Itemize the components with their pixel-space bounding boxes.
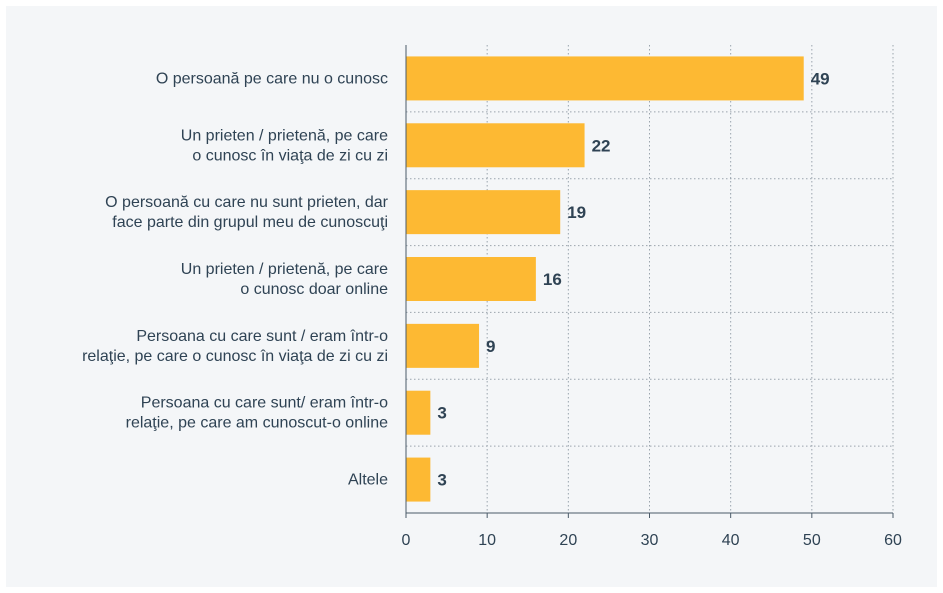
bar-value-label: 19 bbox=[567, 203, 586, 222]
bar bbox=[406, 123, 585, 168]
category-label-line: Un prieten / prietenă, pe care bbox=[181, 127, 388, 144]
category-label-line: O persoană pe care nu o cunosc bbox=[156, 70, 388, 87]
category-label-line: Altele bbox=[348, 472, 388, 489]
bar-value-label: 49 bbox=[811, 69, 830, 88]
category-label: Un prieten / prietenă, pe care o cunosc d… bbox=[181, 261, 388, 298]
x-tick-label: 0 bbox=[402, 532, 411, 549]
bar-value-label: 9 bbox=[486, 337, 495, 356]
x-tick-label: 10 bbox=[478, 532, 496, 549]
bar bbox=[406, 390, 431, 435]
x-tick-label: 40 bbox=[722, 532, 740, 549]
x-tick-label: 20 bbox=[559, 532, 577, 549]
bar bbox=[406, 257, 536, 301]
x-tick-label: 30 bbox=[641, 532, 659, 549]
bar-value-label: 16 bbox=[543, 270, 562, 289]
category-label-line: o cunosc în viaţa de zi cu zi bbox=[192, 147, 388, 164]
category-label: O persoană pe care nu o cunosc bbox=[156, 70, 388, 87]
category-label: Persoana cu care sunt / eram într-o relaţ… bbox=[82, 328, 388, 365]
category-label-line: face parte din grupul meu de cunoscuţi bbox=[112, 214, 388, 231]
bar-value-label: 3 bbox=[437, 404, 446, 423]
category-label-line: relaţie, pe care am cunoscut-o online bbox=[126, 415, 388, 432]
category-label: O persoană cu care nu sunt prieten, dar f… bbox=[105, 194, 389, 231]
category-label-line: relaţie, pe care o cunosc în viaţa de zi… bbox=[82, 348, 388, 365]
bar bbox=[406, 56, 804, 101]
category-label-line: Persoana cu care sunt/ eram într-o bbox=[141, 395, 388, 412]
bar bbox=[406, 457, 431, 502]
x-tick-label: 50 bbox=[803, 532, 821, 549]
bar-value-label: 3 bbox=[437, 471, 446, 490]
category-label-line: Persoana cu care sunt / eram într-o bbox=[136, 328, 388, 345]
category-label: Altele bbox=[348, 472, 388, 489]
bar bbox=[406, 323, 480, 368]
category-label: Persoana cu care sunt/ eram într-o relaţi… bbox=[126, 395, 388, 432]
bar-value-label: 22 bbox=[592, 136, 611, 155]
category-label-line: Un prieten / prietenă, pe care bbox=[181, 261, 388, 278]
x-tick-label: 60 bbox=[884, 532, 902, 549]
category-label: Un prieten / prietenă, pe care o cunosc î… bbox=[181, 127, 388, 164]
bar bbox=[406, 190, 561, 235]
category-label-line: o cunosc doar online bbox=[240, 281, 388, 298]
category-label-line: O persoană cu care nu sunt prieten, dar bbox=[105, 194, 389, 211]
